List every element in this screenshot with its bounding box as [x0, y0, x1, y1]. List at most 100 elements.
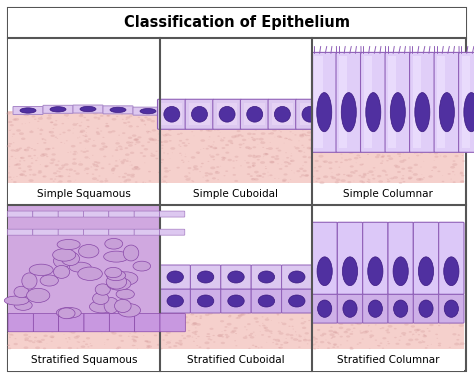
Ellipse shape	[206, 348, 210, 349]
Ellipse shape	[174, 324, 177, 325]
Ellipse shape	[81, 122, 82, 123]
Ellipse shape	[6, 145, 11, 147]
Ellipse shape	[68, 118, 69, 119]
Ellipse shape	[220, 320, 224, 322]
Ellipse shape	[132, 345, 135, 346]
Ellipse shape	[51, 332, 54, 333]
Ellipse shape	[191, 323, 196, 326]
Ellipse shape	[432, 166, 437, 169]
Ellipse shape	[243, 337, 247, 339]
Ellipse shape	[261, 132, 265, 135]
Ellipse shape	[287, 342, 288, 343]
Ellipse shape	[80, 161, 81, 162]
Ellipse shape	[310, 148, 312, 149]
Ellipse shape	[111, 168, 115, 171]
Ellipse shape	[410, 325, 415, 327]
Ellipse shape	[10, 149, 15, 152]
Ellipse shape	[460, 172, 463, 173]
Ellipse shape	[54, 265, 70, 278]
FancyBboxPatch shape	[282, 265, 312, 289]
Ellipse shape	[253, 140, 255, 141]
Ellipse shape	[157, 121, 160, 122]
Ellipse shape	[76, 335, 80, 337]
Ellipse shape	[388, 343, 390, 344]
Ellipse shape	[10, 129, 11, 130]
Ellipse shape	[182, 162, 184, 163]
Ellipse shape	[177, 133, 180, 135]
Ellipse shape	[332, 346, 335, 348]
Ellipse shape	[230, 142, 233, 144]
Ellipse shape	[164, 170, 169, 172]
Ellipse shape	[331, 338, 333, 339]
Ellipse shape	[256, 155, 261, 158]
Ellipse shape	[190, 173, 191, 174]
Ellipse shape	[214, 130, 216, 131]
Text: Stratified Squamous: Stratified Squamous	[31, 355, 137, 365]
Ellipse shape	[368, 326, 369, 327]
Ellipse shape	[345, 330, 347, 332]
Ellipse shape	[188, 167, 191, 169]
Ellipse shape	[192, 181, 194, 182]
Ellipse shape	[140, 111, 141, 112]
Ellipse shape	[50, 122, 53, 123]
FancyBboxPatch shape	[312, 222, 337, 294]
Ellipse shape	[208, 161, 210, 162]
Ellipse shape	[460, 180, 465, 183]
Ellipse shape	[16, 149, 20, 151]
Ellipse shape	[182, 142, 185, 144]
Ellipse shape	[161, 159, 164, 161]
Ellipse shape	[193, 322, 198, 325]
Ellipse shape	[395, 166, 400, 168]
Ellipse shape	[178, 144, 180, 146]
Ellipse shape	[332, 336, 336, 338]
Ellipse shape	[235, 156, 238, 158]
Ellipse shape	[19, 147, 22, 149]
Ellipse shape	[349, 333, 353, 335]
Ellipse shape	[87, 346, 90, 348]
Ellipse shape	[197, 153, 200, 154]
Ellipse shape	[419, 178, 423, 180]
Ellipse shape	[241, 313, 246, 316]
Ellipse shape	[161, 145, 164, 146]
Ellipse shape	[365, 330, 369, 333]
Ellipse shape	[212, 144, 214, 145]
Ellipse shape	[454, 343, 459, 345]
Bar	[8, 39, 160, 205]
Ellipse shape	[26, 276, 33, 286]
Ellipse shape	[318, 300, 332, 317]
Bar	[160, 313, 312, 349]
FancyBboxPatch shape	[312, 294, 337, 323]
Ellipse shape	[225, 171, 228, 172]
Ellipse shape	[412, 335, 413, 336]
Ellipse shape	[429, 152, 430, 153]
Ellipse shape	[380, 163, 383, 164]
Ellipse shape	[118, 135, 120, 136]
Ellipse shape	[308, 135, 310, 136]
Ellipse shape	[114, 272, 138, 285]
Ellipse shape	[51, 341, 53, 342]
Ellipse shape	[134, 332, 137, 334]
Ellipse shape	[408, 170, 412, 172]
Ellipse shape	[4, 296, 29, 305]
Ellipse shape	[329, 333, 335, 336]
Ellipse shape	[250, 175, 253, 177]
Ellipse shape	[110, 107, 126, 113]
Ellipse shape	[87, 126, 90, 127]
Ellipse shape	[252, 166, 255, 167]
Ellipse shape	[59, 171, 61, 172]
Ellipse shape	[259, 138, 264, 141]
Ellipse shape	[253, 332, 255, 333]
Ellipse shape	[325, 176, 326, 177]
Ellipse shape	[378, 345, 381, 346]
Ellipse shape	[150, 154, 155, 157]
Ellipse shape	[117, 346, 121, 349]
Ellipse shape	[279, 136, 283, 138]
Ellipse shape	[56, 307, 81, 318]
Ellipse shape	[24, 149, 29, 151]
Ellipse shape	[155, 158, 158, 159]
Ellipse shape	[304, 128, 308, 130]
Ellipse shape	[180, 146, 182, 147]
Ellipse shape	[245, 335, 247, 337]
Ellipse shape	[340, 162, 343, 163]
Ellipse shape	[359, 342, 362, 344]
